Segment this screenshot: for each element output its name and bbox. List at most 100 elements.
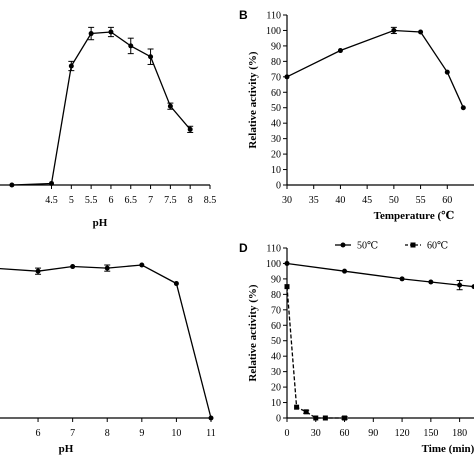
series-line <box>0 264 212 419</box>
y-tick-label: 110 <box>266 244 281 255</box>
data-point <box>418 29 424 35</box>
data-point <box>173 281 179 287</box>
x-tick-label: 60 <box>340 428 350 439</box>
x-tick-label: 120 <box>395 428 410 439</box>
y-tick-label: 100 <box>266 259 281 270</box>
x-tick-label: 9 <box>139 428 144 439</box>
x-tick-label: 0 <box>285 428 290 439</box>
y-tick-label: 40 <box>271 352 281 363</box>
series-line <box>11 31 191 186</box>
panel-label: B <box>239 8 248 22</box>
data-point <box>457 282 463 288</box>
x-tick-label: 8 <box>105 428 110 439</box>
data-point <box>68 63 74 69</box>
x-tick-label: 180 <box>452 428 467 439</box>
x-tick-label: 8.5 <box>204 195 217 206</box>
y-axis-label: Relative activity (%) <box>247 284 259 381</box>
y-tick-label: 60 <box>271 321 281 332</box>
x-tick-label: 8 <box>188 195 193 206</box>
x-axis-label: pH <box>93 217 108 229</box>
data-point <box>294 404 300 410</box>
data-point <box>148 54 154 60</box>
x-tick-label: 30 <box>282 195 292 206</box>
x-tick-label: 50 <box>389 195 399 206</box>
x-tick-label: 30 <box>311 428 321 439</box>
x-axis-label: Time (min) <box>422 443 474 455</box>
y-tick-label: 50 <box>271 336 281 347</box>
y-tick-label: 0 <box>276 414 281 425</box>
y-tick-label: 100 <box>266 26 281 37</box>
x-tick-label: 150 <box>423 428 438 439</box>
legend-marker <box>340 242 346 248</box>
x-tick-label: 35 <box>309 195 319 206</box>
legend-marker <box>410 242 416 248</box>
panel-label: D <box>239 241 248 255</box>
data-point <box>460 105 466 111</box>
y-tick-label: 20 <box>271 150 281 161</box>
x-tick-label: 60 <box>442 195 452 206</box>
y-tick-label: 40 <box>271 119 281 130</box>
plot-area <box>284 260 474 421</box>
data-point <box>337 48 343 54</box>
y-axis-label: Relative activity (%) <box>247 51 259 148</box>
data-point <box>444 69 450 75</box>
y-tick-label: 30 <box>271 134 281 145</box>
data-point <box>313 415 319 421</box>
panel-b: 30 35 40 45 50 55 60 Temperature (℃ 0 10 20 30 40 50 6… <box>239 8 474 222</box>
legend-label: 50℃ <box>357 241 378 252</box>
y-tick-label: 30 <box>271 367 281 378</box>
data-point <box>108 29 114 35</box>
x-tick-label: 55 <box>416 195 426 206</box>
legend-label: 60℃ <box>427 241 448 252</box>
data-point <box>342 268 348 274</box>
data-point <box>284 284 290 290</box>
plot-area <box>9 26 194 188</box>
data-point <box>187 126 193 132</box>
data-point <box>391 27 397 33</box>
data-point <box>284 74 290 80</box>
x-tick-label: 7.5 <box>164 195 177 206</box>
data-point <box>35 268 41 274</box>
panel-a: 4.5 5 5.5 6 6.5 7 7.5 8 8.5 pH <box>0 26 217 229</box>
data-point <box>342 415 348 421</box>
series-line <box>286 286 345 419</box>
y-tick-label: 0 <box>276 181 281 192</box>
data-point <box>284 260 290 266</box>
y-tick-label: 90 <box>271 274 281 285</box>
x-tick-label: 7 <box>148 195 153 206</box>
x-tick-label: 10 <box>171 428 181 439</box>
data-point <box>49 180 55 186</box>
x-tick-label: 6 <box>108 195 113 206</box>
x-tick-label: 40 <box>335 195 345 206</box>
panel-d: 0 30 60 90 120 150 180 Time (min) 0 10 20 30 40 50 60 7… <box>239 241 474 455</box>
data-point <box>322 415 328 421</box>
y-tick-label: 10 <box>271 165 281 176</box>
x-tick-label: 6.5 <box>125 195 138 206</box>
panel-c: 6 7 8 9 10 11 pH <box>0 262 216 455</box>
x-tick-label: 7 <box>70 428 75 439</box>
x-tick-label: 5.5 <box>85 195 98 206</box>
data-point <box>208 415 214 421</box>
x-tick-label: 11 <box>206 428 216 439</box>
data-point <box>428 279 434 285</box>
data-point <box>139 262 145 268</box>
data-point <box>104 265 110 271</box>
x-axis-label: pH <box>59 443 74 455</box>
y-tick-label: 60 <box>271 88 281 99</box>
y-tick-label: 90 <box>271 41 281 52</box>
x-tick-label: 4.5 <box>45 195 58 206</box>
y-tick-label: 110 <box>266 11 281 22</box>
plot-area <box>284 26 466 111</box>
plot-area <box>0 262 214 421</box>
data-point <box>70 264 76 270</box>
x-tick-label: 90 <box>368 428 378 439</box>
x-tick-label: 5 <box>69 195 74 206</box>
data-point <box>167 103 173 109</box>
x-axis-label: Temperature (℃ <box>374 210 455 222</box>
data-point <box>399 276 405 282</box>
series-line <box>286 29 464 108</box>
data-point <box>128 43 134 49</box>
x-tick-label: 6 <box>36 428 41 439</box>
x-tick-label: 45 <box>362 195 372 206</box>
y-tick-label: 20 <box>271 383 281 394</box>
